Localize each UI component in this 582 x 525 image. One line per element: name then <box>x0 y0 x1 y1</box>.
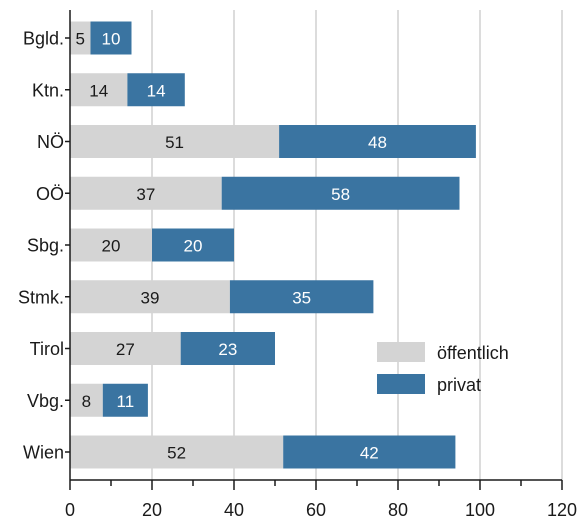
category-label-Ktn.: Ktn. <box>32 80 64 100</box>
data-label-NÖ-privat: 48 <box>368 133 387 152</box>
category-label-Wien: Wien <box>23 443 64 463</box>
bar-Bgld.-öffentlich <box>70 21 91 55</box>
legend-swatch-privat <box>377 374 425 394</box>
data-label-Tirol-öffentlich: 27 <box>116 340 135 359</box>
data-label-Ktn.-öffentlich: 14 <box>89 81 108 100</box>
legend-label-privat: privat <box>437 375 481 395</box>
data-label-Sbg.-privat: 20 <box>184 237 203 256</box>
x-tick-label-20: 20 <box>142 500 162 520</box>
category-label-OÖ: OÖ <box>36 184 64 204</box>
bar-Wien-privat <box>283 435 456 469</box>
bar-Ktn.-privat <box>127 73 185 107</box>
axes: 0 20 40 60 80 100 120 <box>65 10 577 520</box>
data-label-Vbg.-öffentlich: 8 <box>82 392 91 411</box>
bar-Wien-öffentlich <box>70 435 284 469</box>
grid-lines <box>151 10 563 480</box>
bar-Stmk.-öffentlich <box>70 280 230 314</box>
data-label-Wien-privat: 42 <box>360 444 379 463</box>
data-label-Stmk.-privat: 35 <box>292 288 311 307</box>
x-tick-label-100: 100 <box>465 500 495 520</box>
bar-Vbg.-öffentlich <box>70 383 103 417</box>
category-label-Bgld.: Bgld. <box>23 29 64 49</box>
data-label-Bgld.-öffentlich: 5 <box>76 30 85 49</box>
bar-Bgld.-privat <box>90 21 132 55</box>
data-label-OÖ-öffentlich: 37 <box>136 185 155 204</box>
data-label-Ktn.-privat: 14 <box>147 81 166 100</box>
bar-Ktn.-öffentlich <box>70 73 128 107</box>
data-label-NÖ-öffentlich: 51 <box>165 133 184 152</box>
bar-OÖ-privat <box>221 176 460 210</box>
data-label-Sbg.-öffentlich: 20 <box>102 237 121 256</box>
bar-Sbg.-öffentlich <box>70 228 152 262</box>
x-tick-label-120: 120 <box>547 500 577 520</box>
bar-NÖ-privat <box>279 125 476 158</box>
x-tick-label-0: 0 <box>65 500 75 520</box>
category-label-Sbg.: Sbg. <box>27 236 64 256</box>
bar-Tirol-öffentlich <box>70 332 181 365</box>
bar-Tirol-privat <box>180 332 275 365</box>
x-tick-label-80: 80 <box>388 500 408 520</box>
category-labels: Bgld. Ktn. NÖ OÖ Sbg. Stmk. Tirol Vbg. Wien <box>18 29 64 463</box>
data-label-Stmk.-öffentlich: 39 <box>140 288 159 307</box>
bar-Sbg.-privat <box>152 228 234 262</box>
data-label-OÖ-privat: 58 <box>331 185 350 204</box>
bar-Stmk.-privat <box>229 280 374 314</box>
x-tick-label-40: 40 <box>224 500 244 520</box>
bar-NÖ-öffentlich <box>70 125 280 158</box>
bar-OÖ-öffentlich <box>70 176 222 210</box>
x-tick-label-60: 60 <box>306 500 326 520</box>
data-label-Tirol-privat: 23 <box>218 340 237 359</box>
bars: 5 10 14 14 51 48 37 58 20 20 39 35 27 23 8 11 52 42 <box>70 21 476 469</box>
legend-label-oeffentlich: öffentlich <box>437 343 509 363</box>
legend-swatch-oeffentlich <box>377 342 425 362</box>
data-label-Vbg.-privat: 11 <box>117 392 135 411</box>
data-label-Wien-öffentlich: 52 <box>167 444 186 463</box>
category-label-Vbg.: Vbg. <box>27 391 64 411</box>
category-label-NÖ: NÖ <box>37 132 64 152</box>
data-label-Bgld.-privat: 10 <box>102 30 121 49</box>
legend: öffentlich privat <box>377 342 509 395</box>
category-label-Stmk.: Stmk. <box>18 287 64 307</box>
bar-Vbg.-privat <box>102 383 148 417</box>
category-label-Tirol: Tirol <box>30 339 64 359</box>
